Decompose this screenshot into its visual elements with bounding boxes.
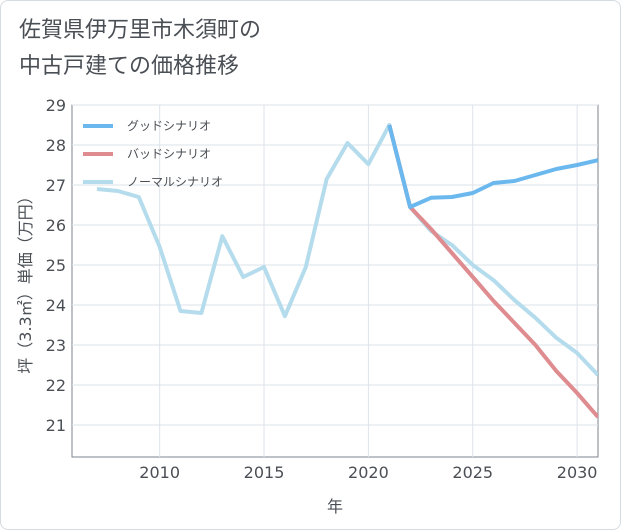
chart-title: 佐賀県伊万里市木須町の 中古戸建ての価格推移 [19, 13, 261, 85]
y-tick-label: 22 [46, 376, 66, 395]
y-tick-label: 25 [46, 256, 66, 275]
x-tick-label: 2010 [139, 463, 180, 482]
x-tick-label: 2030 [557, 463, 598, 482]
y-tick-label: 21 [46, 416, 66, 435]
y-tick-label: 29 [46, 96, 66, 115]
y-axis-title: 坪（3.3㎡）単価（万円） [16, 188, 35, 373]
legend-label: グッドシナリオ [127, 119, 211, 133]
y-tick-label: 27 [46, 176, 66, 195]
y-tick-label: 24 [46, 296, 66, 315]
chart-title-line-2: 中古戸建ての価格推移 [19, 54, 240, 79]
grid-lines [72, 104, 598, 457]
y-tick-label: 26 [46, 216, 66, 235]
axis-ticks: 21 22 23 24 25 26 27 28 29 2010 2015 2020 2025 2030 [46, 96, 598, 482]
series-line-1 [387, 124, 598, 209]
x-tick-label: 2025 [452, 463, 493, 482]
legend-label: バッドシナリオ [127, 147, 211, 161]
legend-label: ノーマルシナリオ [127, 175, 223, 189]
x-tick-label: 2020 [348, 463, 389, 482]
y-tick-label: 28 [46, 136, 66, 155]
x-axis-title: 年 [327, 497, 343, 516]
y-tick-label: 23 [46, 336, 66, 355]
series-layer [96, 123, 598, 419]
chart-title-line-1: 佐賀県伊万里市木須町の [19, 18, 262, 43]
series-line-3 [96, 123, 598, 377]
series-line-2 [387, 124, 598, 419]
x-tick-label: 2015 [244, 463, 285, 482]
